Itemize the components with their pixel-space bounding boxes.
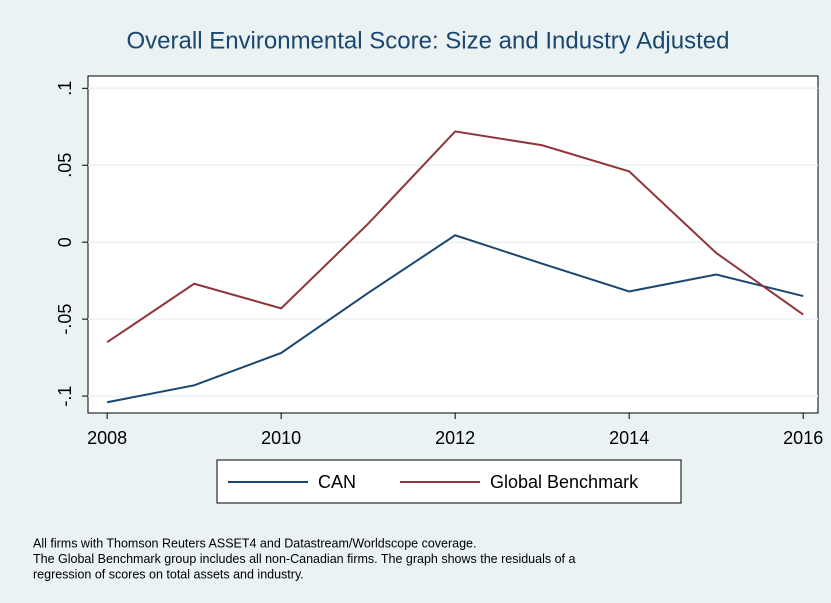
legend-label: Global Benchmark bbox=[490, 472, 639, 492]
plot-area bbox=[87, 75, 819, 414]
y-tick-label: .1 bbox=[55, 81, 75, 96]
chart-title: Overall Environmental Score: Size and In… bbox=[127, 27, 730, 54]
y-tick-label: 0 bbox=[55, 237, 75, 247]
y-tick-label: -.05 bbox=[55, 304, 75, 335]
legend-label: CAN bbox=[318, 472, 356, 492]
x-tick-label: 2014 bbox=[609, 428, 649, 448]
series-line bbox=[106, 130, 804, 344]
x-tick-label: 2008 bbox=[87, 428, 127, 448]
series-line bbox=[106, 234, 804, 404]
y-tick-label: -.1 bbox=[55, 386, 75, 407]
note: The Global Benchmark group includes all … bbox=[33, 552, 575, 566]
y-tick-label: .05 bbox=[55, 153, 75, 178]
note: All firms with Thomson Reuters ASSET4 an… bbox=[33, 536, 476, 550]
x-tick-label: 2010 bbox=[261, 428, 301, 448]
x-tick-label: 2012 bbox=[435, 428, 475, 448]
x-tick-label: 2016 bbox=[783, 428, 823, 448]
note: regression of scores on total assets and… bbox=[33, 567, 304, 581]
